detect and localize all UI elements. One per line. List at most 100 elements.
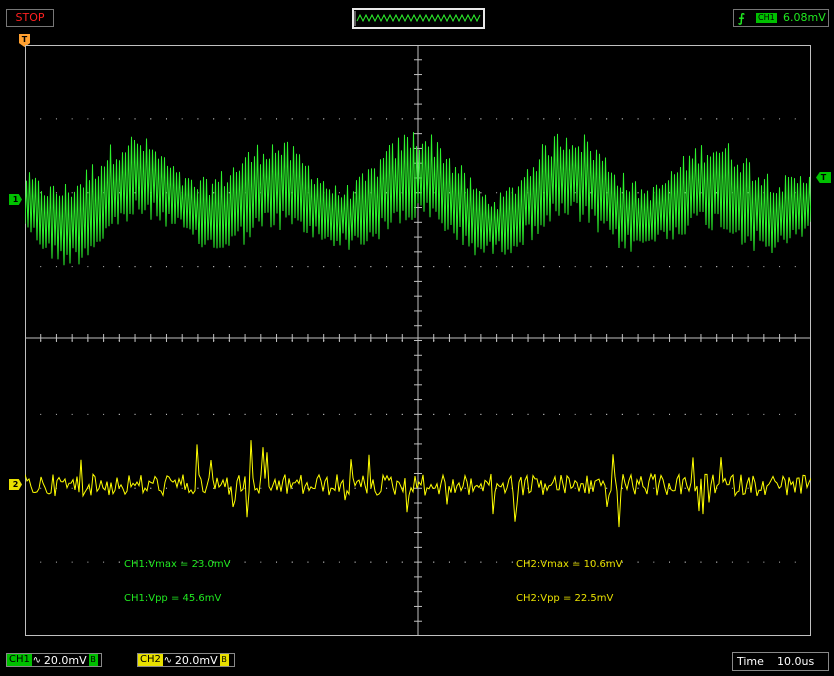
grid-dot: [653, 561, 655, 563]
grid-dot: [386, 487, 388, 489]
grid-dot: [244, 487, 246, 489]
grid-dot: [40, 561, 42, 563]
grid-dot: [747, 192, 749, 194]
grid-dot: [165, 487, 167, 489]
grid-dot: [338, 413, 340, 415]
grid-dot: [55, 561, 57, 563]
grid-dot: [716, 561, 718, 563]
grid-dot: [763, 118, 765, 120]
grid-dot: [354, 192, 356, 194]
grid-dot: [700, 413, 702, 415]
grid-dot: [103, 118, 105, 120]
grid-dot: [87, 118, 89, 120]
grid-dot: [731, 561, 733, 563]
grid-dot: [543, 561, 545, 563]
ch2-marker[interactable]: 2: [9, 479, 22, 490]
grid-dot: [244, 266, 246, 268]
grid-dot: [731, 118, 733, 120]
ac-coupling-icon: ∿: [163, 654, 173, 666]
grid-dot: [150, 561, 152, 563]
rising-edge-icon: ⨍: [738, 11, 745, 25]
grid-dot: [669, 118, 671, 120]
grid-dot: [40, 118, 42, 120]
grid-dot: [307, 118, 309, 120]
trigger-level: 6.08mV: [783, 11, 826, 24]
grid-dot: [55, 413, 57, 415]
grid-dot: [731, 487, 733, 489]
grid-dot: [433, 266, 435, 268]
grid-dot: [496, 192, 498, 194]
grid-dot: [213, 487, 215, 489]
ch1-settings[interactable]: CH1 ∿ 20.0mV B: [6, 653, 102, 667]
grid-dot: [716, 192, 718, 194]
grid-dot: [71, 561, 73, 563]
grid-dot: [716, 266, 718, 268]
grid-dot: [338, 266, 340, 268]
grid-dot: [370, 118, 372, 120]
grid-dot: [71, 487, 73, 489]
grid-dot: [653, 118, 655, 120]
grid-dot: [213, 413, 215, 415]
grid-dot: [71, 266, 73, 268]
grid-dot: [653, 266, 655, 268]
ch2-bandwidth-limit: B: [219, 654, 229, 666]
grid-dot: [464, 118, 466, 120]
grid-dot: [354, 413, 356, 415]
grid-dot: [574, 487, 576, 489]
grid-dot: [684, 118, 686, 120]
grid-dot: [165, 118, 167, 120]
grid-dot: [511, 266, 513, 268]
grid-dot: [480, 487, 482, 489]
grid-dot: [794, 118, 796, 120]
grid-dot: [496, 413, 498, 415]
grid-dot: [213, 561, 215, 563]
grid-dot: [480, 118, 482, 120]
timebase-setting[interactable]: Time 10.0us: [732, 652, 829, 671]
grid-dot: [323, 413, 325, 415]
grid-dot: [228, 413, 230, 415]
grid-dot: [165, 266, 167, 268]
top-status-bar: STOP ⨍ CH1 6.08mV: [0, 0, 834, 32]
grid-dot: [291, 266, 293, 268]
grid-dot: [653, 413, 655, 415]
grid-dot: [480, 561, 482, 563]
grid-dot: [260, 266, 262, 268]
grid-dot: [448, 413, 450, 415]
scope-grid: [25, 45, 811, 636]
grid-dot: [291, 487, 293, 489]
grid-dot: [244, 561, 246, 563]
grid-dot: [464, 266, 466, 268]
grid-dot: [637, 561, 639, 563]
ch2-settings[interactable]: CH2 ∿ 20.0mV B: [137, 653, 235, 667]
grid-dot: [55, 118, 57, 120]
ch1-marker[interactable]: 1: [9, 194, 22, 205]
waveform-preview[interactable]: [352, 8, 485, 29]
grid-dot: [464, 561, 466, 563]
ch1-label: CH1: [7, 654, 32, 666]
grid-dot: [260, 413, 262, 415]
run-stop-button[interactable]: STOP: [6, 9, 54, 27]
grid-dot: [653, 487, 655, 489]
grid-dot: [228, 487, 230, 489]
grid-dot: [118, 192, 120, 194]
trigger-status[interactable]: ⨍ CH1 6.08mV: [733, 9, 829, 27]
grid-dot: [448, 561, 450, 563]
grid-dot: [590, 487, 592, 489]
grid-dot: [87, 413, 89, 415]
grid-dot: [276, 561, 278, 563]
grid-dot: [307, 413, 309, 415]
grid-dot: [433, 561, 435, 563]
grid-dot: [606, 413, 608, 415]
ch2-label: CH2: [138, 654, 163, 666]
grid-dot: [40, 192, 42, 194]
trigger-position-marker[interactable]: T: [19, 34, 30, 47]
grid-dot: [323, 266, 325, 268]
grid-dot: [779, 118, 781, 120]
grid-dot: [150, 413, 152, 415]
trigger-level-marker[interactable]: T: [816, 172, 831, 183]
grid-dot: [307, 561, 309, 563]
grid-dot: [260, 118, 262, 120]
grid-dot: [276, 118, 278, 120]
grid-dot: [574, 266, 576, 268]
grid-dot: [354, 118, 356, 120]
